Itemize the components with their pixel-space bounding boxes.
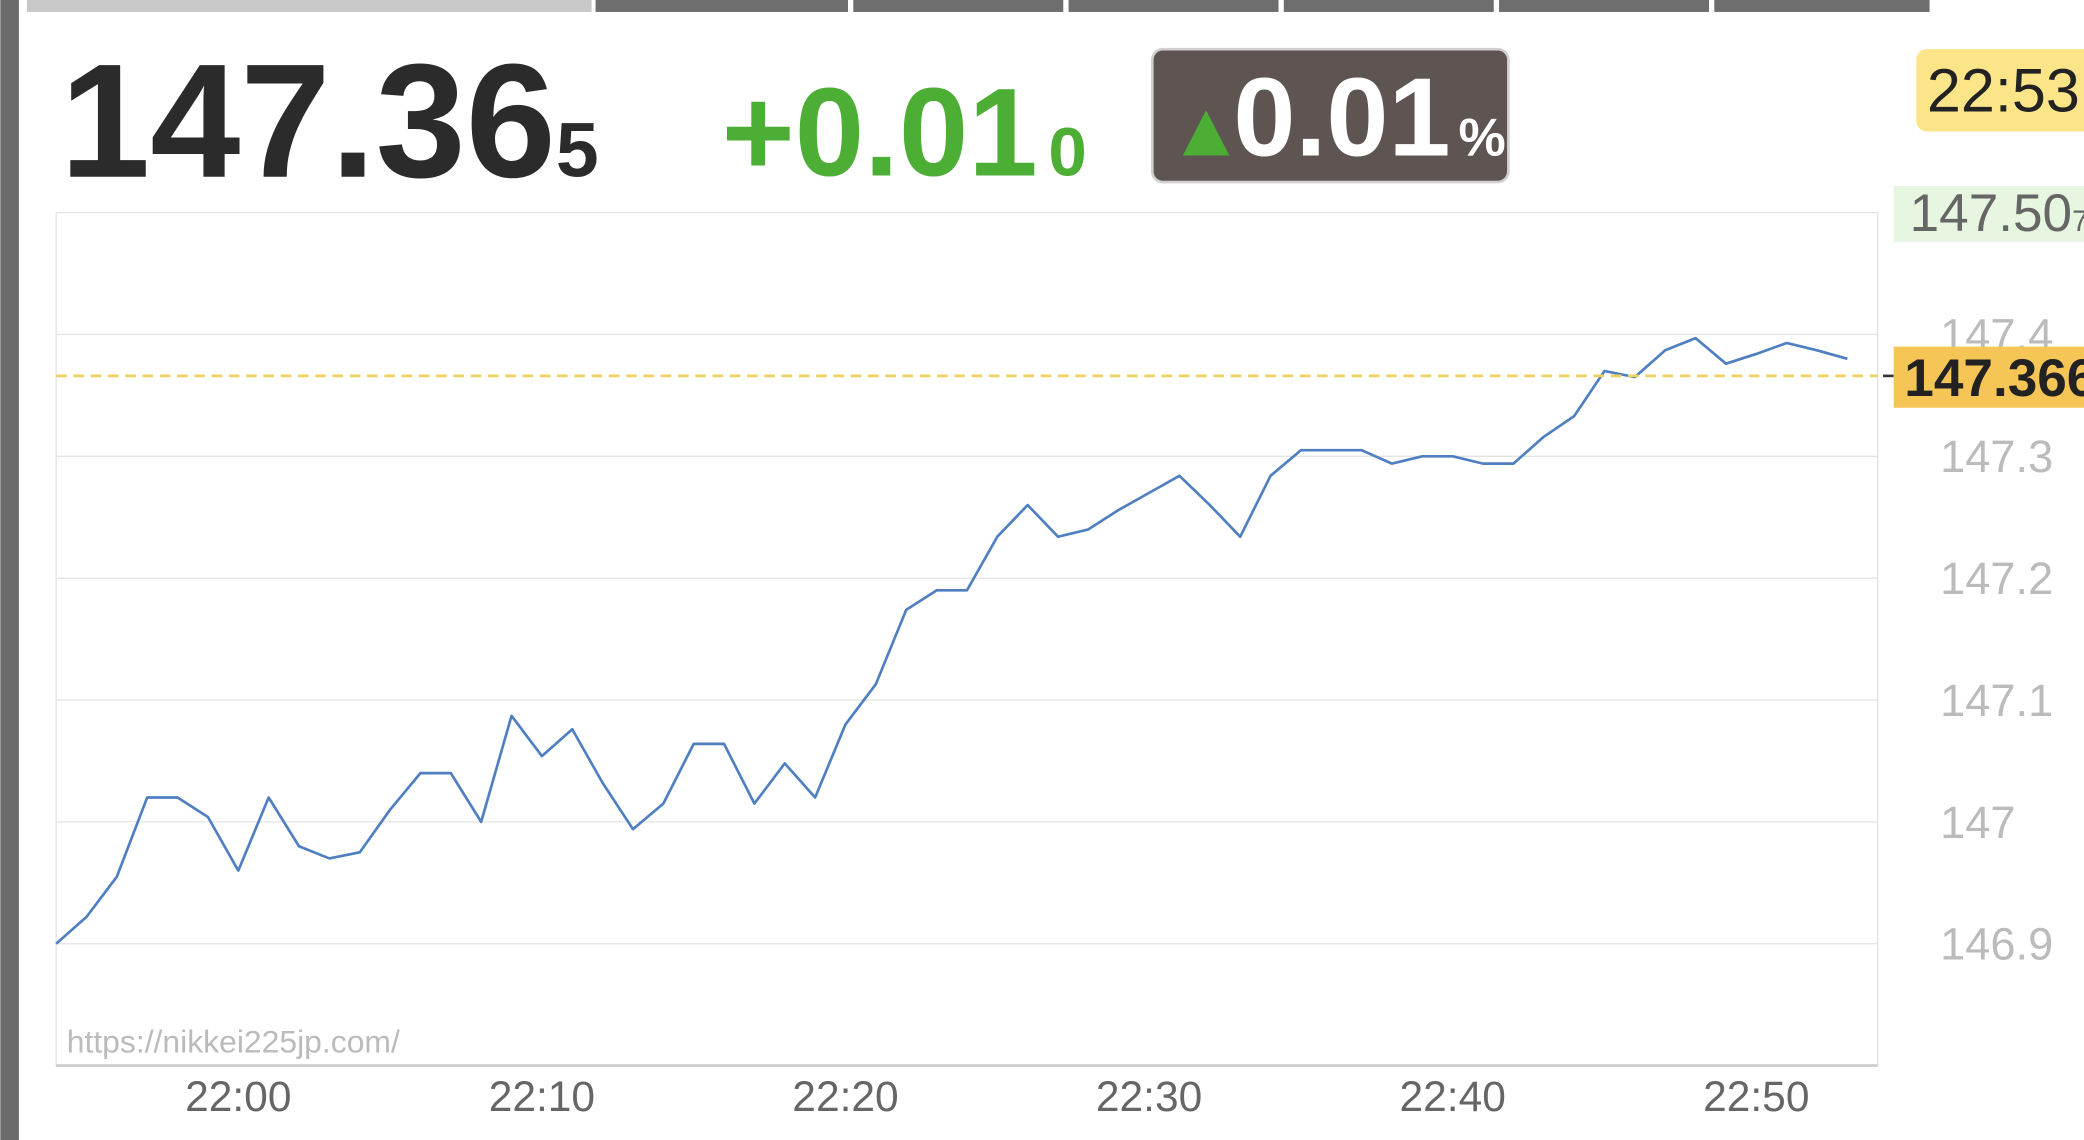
tab[interactable] bbox=[595, 0, 849, 12]
change-sub: 0 bbox=[1048, 112, 1086, 190]
percent-main: 0.01 bbox=[1233, 54, 1450, 179]
x-tick-label: 22:30 bbox=[1096, 1074, 1202, 1121]
high-box bbox=[1893, 186, 2084, 242]
x-tick-label: 22:10 bbox=[489, 1074, 595, 1121]
y-tick-label: 147.3 bbox=[1940, 431, 2053, 482]
change-main: +0.01 bbox=[722, 63, 1038, 202]
reference-box bbox=[1893, 346, 2084, 408]
reference-label: 147.366 bbox=[1904, 349, 2084, 408]
left-edge bbox=[0, 0, 19, 1140]
tab[interactable] bbox=[26, 0, 592, 12]
tab[interactable] bbox=[853, 0, 1064, 12]
y-tick-label: 147.1 bbox=[1940, 675, 2053, 726]
percent: 0.01% bbox=[1233, 54, 1505, 179]
y-tick-label: 147 bbox=[1940, 797, 2015, 848]
price-sub: 5 bbox=[556, 108, 599, 194]
x-tick-label: 22:00 bbox=[185, 1074, 291, 1121]
tab[interactable] bbox=[1714, 0, 1930, 12]
y-tick-label: 146.9 bbox=[1940, 919, 2053, 970]
tab[interactable] bbox=[1499, 0, 1709, 12]
high-main: 147.50 bbox=[1910, 184, 2073, 243]
percent-sign: % bbox=[1459, 108, 1506, 167]
time-box bbox=[1916, 49, 2084, 132]
watermark: https://nikkei225jp.com/ bbox=[67, 1023, 400, 1059]
up-arrow bbox=[1182, 110, 1230, 156]
percent-box bbox=[1150, 47, 1510, 184]
price-line bbox=[55, 336, 1848, 945]
change: +0.01 0 bbox=[722, 63, 1087, 202]
high-sub: 7 bbox=[2072, 206, 2084, 238]
price-main: 147.36 bbox=[60, 31, 556, 212]
x-tick-label: 22:40 bbox=[1400, 1074, 1506, 1121]
tab[interactable] bbox=[1068, 0, 1279, 12]
x-tick-label: 22:20 bbox=[792, 1074, 898, 1121]
price: 147.365 bbox=[60, 31, 599, 212]
high: 147.507 bbox=[1910, 184, 2084, 243]
y-tick-label: 147.2 bbox=[1940, 553, 2053, 604]
x-tick-label: 22:50 bbox=[1703, 1074, 1809, 1121]
plot-area bbox=[55, 211, 1879, 1067]
tab[interactable] bbox=[1283, 0, 1494, 12]
time: 22:53 bbox=[1927, 57, 2080, 125]
